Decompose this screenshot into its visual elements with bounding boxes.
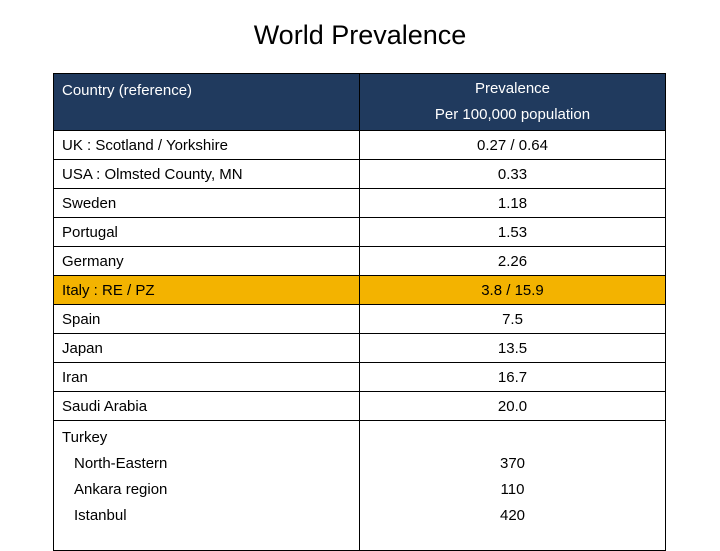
value-cell: 1.53: [359, 217, 666, 247]
country-cell: Sweden: [53, 188, 360, 218]
country-cell: Spain: [53, 304, 360, 334]
value-cell: 3.8 / 15.9: [359, 275, 666, 305]
table-row: Spain 7.5: [53, 304, 666, 334]
value-cell: 7.5: [359, 304, 666, 334]
country-cell: Japan: [53, 333, 360, 363]
table-row: USA : Olmsted County, MN 0.33: [53, 159, 666, 189]
header-prevalence-line1: Prevalence: [474, 80, 551, 97]
prevalence-table: Country (reference) Prevalence Per 100,0…: [53, 73, 666, 551]
country-cell: Portugal: [53, 217, 360, 247]
turkey-label: Turkey: [62, 429, 108, 446]
turkey-value: 110: [500, 481, 525, 498]
header-country: Country (reference): [53, 73, 360, 131]
turkey-region: North-Eastern: [74, 455, 168, 472]
table-row: Saudi Arabia 20.0: [53, 391, 666, 421]
country-cell: Italy : RE / PZ: [53, 275, 360, 305]
table-row: Portugal 1.53: [53, 217, 666, 247]
country-cell: Saudi Arabia: [53, 391, 360, 421]
country-cell-turkey: Turkey North-Eastern Ankara region Istan…: [53, 420, 360, 551]
table-row: Sweden 1.18: [53, 188, 666, 218]
country-cell: Germany: [53, 246, 360, 276]
table-row: UK : Scotland / Yorkshire 0.27 / 0.64: [53, 130, 666, 160]
table-row-highlighted: Italy : RE / PZ 3.8 / 15.9: [53, 275, 666, 305]
page-title: World Prevalence: [253, 20, 467, 50]
value-cell: 1.18: [359, 188, 666, 218]
value-cell-turkey: 370 110 420: [359, 420, 666, 551]
table-row-turkey: Turkey North-Eastern Ankara region Istan…: [53, 420, 666, 551]
value-cell: 0.33: [359, 159, 666, 189]
value-cell: 0.27 / 0.64: [359, 130, 666, 160]
header-prevalence: Prevalence Per 100,000 population: [359, 73, 666, 131]
turkey-region: Istanbul: [74, 507, 127, 524]
country-cell: UK : Scotland / Yorkshire: [53, 130, 360, 160]
turkey-region: Ankara region: [74, 481, 168, 498]
table-row: Iran 16.7: [53, 362, 666, 392]
country-cell: USA : Olmsted County, MN: [53, 159, 360, 189]
table-row: Japan 13.5: [53, 333, 666, 363]
table-header-row: Country (reference) Prevalence Per 100,0…: [53, 73, 666, 131]
header-prevalence-line2: Per 100,000 population: [434, 106, 591, 123]
value-cell: 16.7: [359, 362, 666, 392]
value-cell: 13.5: [359, 333, 666, 363]
table-row: Germany 2.26: [53, 246, 666, 276]
value-cell: 2.26: [359, 246, 666, 276]
turkey-value: 370: [499, 455, 526, 472]
country-cell: Iran: [53, 362, 360, 392]
value-cell: 20.0: [359, 391, 666, 421]
turkey-value: 420: [499, 507, 526, 524]
